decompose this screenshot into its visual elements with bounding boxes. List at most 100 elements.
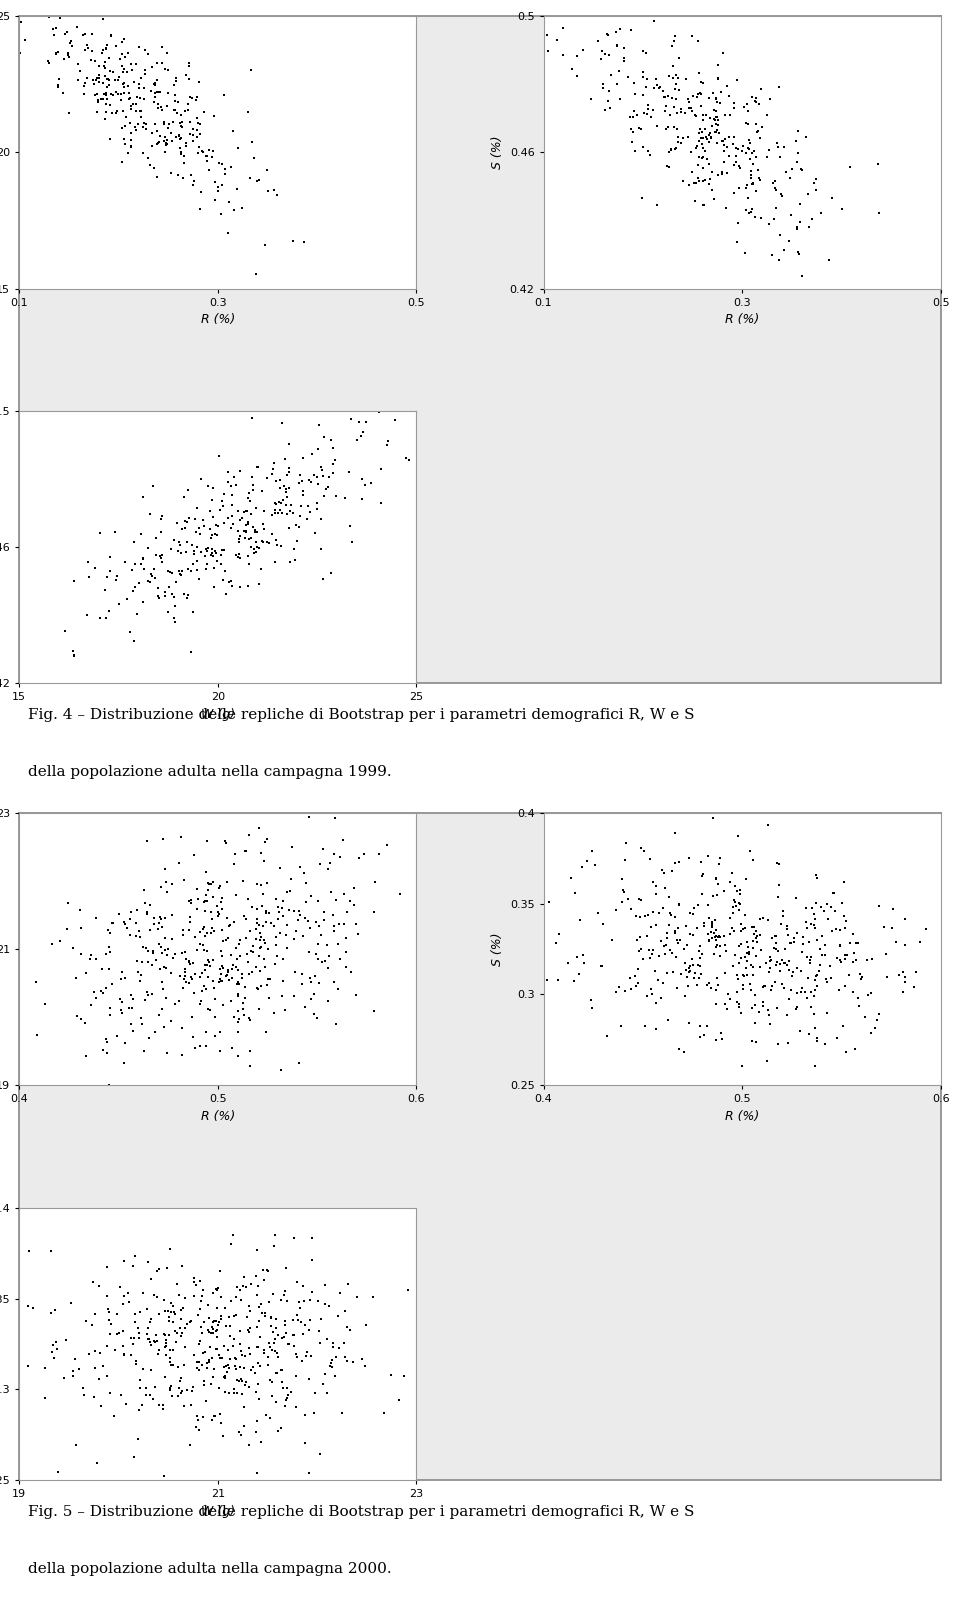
Point xyxy=(111,1320,127,1346)
Point xyxy=(690,152,706,178)
Point xyxy=(732,880,747,906)
Point xyxy=(375,775,391,801)
Point xyxy=(193,1314,208,1340)
Point xyxy=(705,113,720,139)
Point xyxy=(726,125,741,150)
Point xyxy=(123,1476,138,1502)
Point xyxy=(238,925,253,951)
Point xyxy=(136,86,152,112)
Point xyxy=(321,955,336,981)
Point xyxy=(716,877,732,903)
Point xyxy=(163,536,179,561)
Point xyxy=(278,922,294,948)
Point xyxy=(143,78,158,104)
Point xyxy=(709,129,725,155)
Point xyxy=(263,1304,278,1330)
Point xyxy=(274,1416,289,1442)
Point xyxy=(241,544,256,570)
Point xyxy=(74,914,89,940)
Point xyxy=(629,903,644,929)
Point xyxy=(242,1299,257,1325)
Point xyxy=(868,1014,883,1040)
Point xyxy=(241,99,256,125)
Point xyxy=(140,938,156,964)
Point xyxy=(265,1281,280,1307)
Point xyxy=(286,1322,301,1348)
Point xyxy=(166,527,181,553)
Point xyxy=(306,461,322,487)
Point xyxy=(183,162,199,188)
Point xyxy=(313,536,328,561)
Point xyxy=(313,455,328,481)
Point xyxy=(22,1238,37,1264)
Point xyxy=(737,239,753,265)
Point xyxy=(107,1403,122,1429)
Point xyxy=(177,966,192,992)
Point xyxy=(134,1011,150,1037)
Point xyxy=(228,1356,244,1382)
Point xyxy=(175,516,190,542)
Point xyxy=(204,487,220,513)
Point xyxy=(701,150,716,176)
Point xyxy=(103,23,118,49)
Point xyxy=(121,86,136,112)
Point xyxy=(301,938,317,964)
Point xyxy=(128,1351,143,1377)
Point xyxy=(285,1322,300,1348)
Point xyxy=(707,924,722,950)
Point xyxy=(739,940,755,966)
Point xyxy=(687,961,703,987)
Point xyxy=(144,561,159,587)
Point xyxy=(37,990,53,1016)
Point xyxy=(140,948,156,974)
Point xyxy=(671,65,686,91)
Point xyxy=(692,945,708,971)
Point xyxy=(857,1005,873,1031)
Point xyxy=(765,170,780,196)
Point xyxy=(245,895,260,921)
Point xyxy=(178,539,193,565)
Point xyxy=(475,940,491,966)
Point xyxy=(130,1425,145,1451)
Point xyxy=(257,955,273,981)
Point xyxy=(628,963,643,989)
Point xyxy=(102,45,117,71)
Point xyxy=(684,945,700,971)
Point xyxy=(697,167,712,193)
Point xyxy=(101,956,116,982)
Point xyxy=(232,523,248,549)
Point xyxy=(261,1257,276,1283)
Point xyxy=(709,105,725,131)
Point xyxy=(156,977,171,1003)
Point xyxy=(52,929,67,955)
Point xyxy=(103,1320,118,1346)
Point xyxy=(189,495,204,521)
Point xyxy=(835,1013,851,1039)
Point xyxy=(315,456,330,482)
Point xyxy=(761,1003,777,1029)
Point xyxy=(212,874,228,900)
Point xyxy=(252,1324,268,1349)
Point xyxy=(788,995,804,1021)
Point xyxy=(277,997,293,1023)
Point xyxy=(806,913,822,938)
Point xyxy=(157,139,173,165)
Point xyxy=(661,883,677,909)
Point xyxy=(222,1304,237,1330)
Point xyxy=(743,199,758,225)
Point xyxy=(240,510,255,536)
Point xyxy=(142,1309,157,1335)
Point xyxy=(138,1375,154,1401)
Point xyxy=(100,66,115,92)
Point xyxy=(324,461,340,487)
Point xyxy=(217,155,232,181)
Point xyxy=(135,139,151,165)
Point xyxy=(636,903,652,929)
Point xyxy=(719,134,734,160)
Point xyxy=(80,34,95,60)
Point xyxy=(217,1294,232,1320)
Point xyxy=(708,120,724,146)
Point xyxy=(182,904,198,930)
Point xyxy=(313,922,328,948)
Point xyxy=(201,877,216,903)
